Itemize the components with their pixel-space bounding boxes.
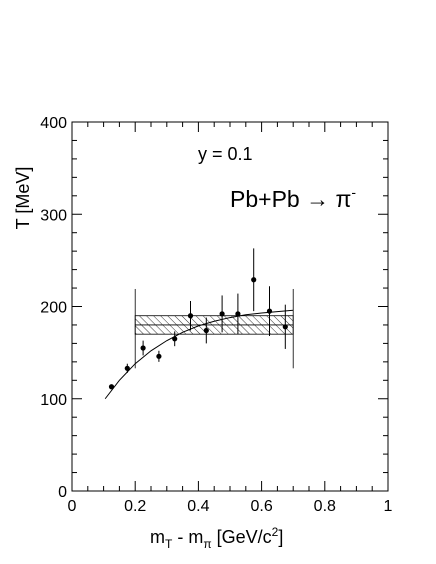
tick-marks	[71, 121, 389, 492]
data-point	[219, 311, 225, 317]
reaction-label: Pb+Pb → π-	[230, 184, 356, 212]
y-tick-label: 200	[40, 300, 67, 317]
data-point	[251, 277, 257, 283]
data-point	[282, 324, 288, 330]
y-tick-label: 400	[40, 115, 67, 132]
data-point	[108, 384, 115, 390]
fit-curve	[104, 309, 294, 400]
reaction-arrow: →	[306, 186, 329, 212]
x-label-sup: 2	[272, 525, 279, 539]
reaction-lhs: Pb+Pb	[230, 186, 306, 212]
data-point	[124, 365, 130, 371]
reaction-pi: π	[329, 186, 351, 212]
x-label-m: m	[150, 527, 165, 547]
plot-frame	[71, 121, 389, 492]
x-tick-label: 0	[68, 498, 77, 515]
x-label-unit: [GeV/c	[212, 527, 272, 547]
y-tick-label: 100	[40, 392, 67, 409]
x-tick-label: 0.8	[314, 498, 336, 515]
rapidity-annotation: y = 0.1	[198, 144, 253, 164]
systematic-band	[134, 288, 294, 369]
data-point	[203, 327, 209, 334]
x-axis-label: mT - mπ [GeV/c2]	[150, 525, 283, 551]
data-points	[108, 248, 288, 390]
x-tick-label: 0.4	[187, 498, 209, 515]
data-point	[266, 308, 273, 314]
y-tick-label: 0	[58, 484, 67, 501]
fit-line	[104, 309, 294, 400]
x-tick-label: 1	[384, 498, 393, 515]
x-label-m2: m	[188, 527, 203, 547]
data-point	[140, 345, 146, 351]
y-axis-label: T [MeV]	[13, 167, 33, 230]
reaction-sup: -	[351, 184, 356, 200]
tick-labels: 0 0.2 0.4 0.6 0.8 1 0 100 200 300 400	[40, 115, 392, 515]
x-tick-label: 0.2	[124, 498, 146, 515]
x-label-sub-t: T	[165, 537, 173, 551]
data-point	[187, 313, 194, 319]
data-point	[172, 336, 178, 342]
y-tick-label: 300	[40, 207, 67, 224]
x-label-minus: -	[172, 527, 188, 547]
data-point	[156, 353, 162, 359]
x-tick-label: 0.6	[250, 498, 272, 515]
x-label-sub-pi: π	[203, 537, 211, 551]
data-point	[235, 311, 241, 317]
x-label-close: ]	[278, 527, 283, 547]
